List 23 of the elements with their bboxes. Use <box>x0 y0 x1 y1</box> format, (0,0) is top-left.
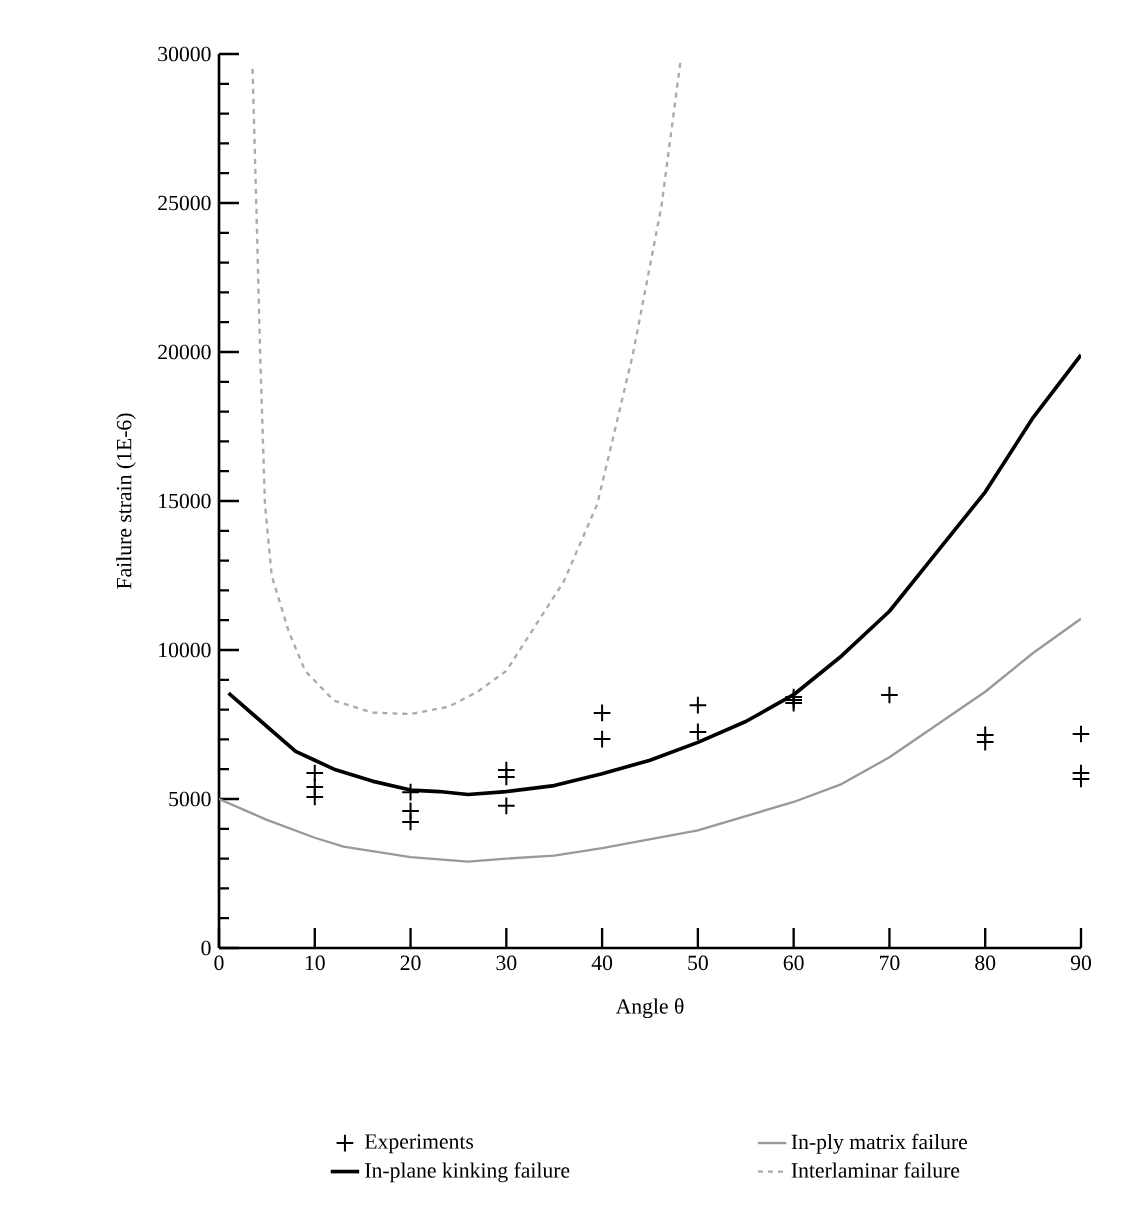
legend-label: In-plane kinking failure <box>365 1162 570 1183</box>
x-tick-label: 80 <box>975 955 996 971</box>
x-tick-label: 50 <box>688 955 708 971</box>
x-tick-label: 30 <box>496 955 517 971</box>
x-tick-label: 20 <box>400 955 421 971</box>
y-tick-label: 30000 <box>158 46 211 62</box>
y-axis-title: Failure strain (1E-6) <box>116 413 136 589</box>
y-tick-label: 15000 <box>159 493 211 509</box>
legend-label: In-ply matrix failure <box>791 1133 968 1154</box>
x-tick-label: 90 <box>1070 955 1091 971</box>
legend-label: Experiments <box>364 1134 474 1154</box>
y-tick-label: 5000 <box>169 791 211 807</box>
y-tick-label: 10000 <box>159 642 211 658</box>
x-tick-label: 40 <box>591 955 613 971</box>
legend-label: Interlaminar failure <box>791 1162 960 1178</box>
y-tick-label: 20000 <box>158 344 211 360</box>
x-tick-label: 70 <box>880 955 900 971</box>
x-tick-label: 10 <box>305 955 325 971</box>
x-axis-title: Angle θ <box>615 998 684 1019</box>
x-tick-label: 60 <box>783 955 804 971</box>
y-tick-label: 25000 <box>158 195 211 211</box>
y-tick-label: 0 <box>201 940 211 956</box>
x-tick-label: 0 <box>214 955 224 971</box>
